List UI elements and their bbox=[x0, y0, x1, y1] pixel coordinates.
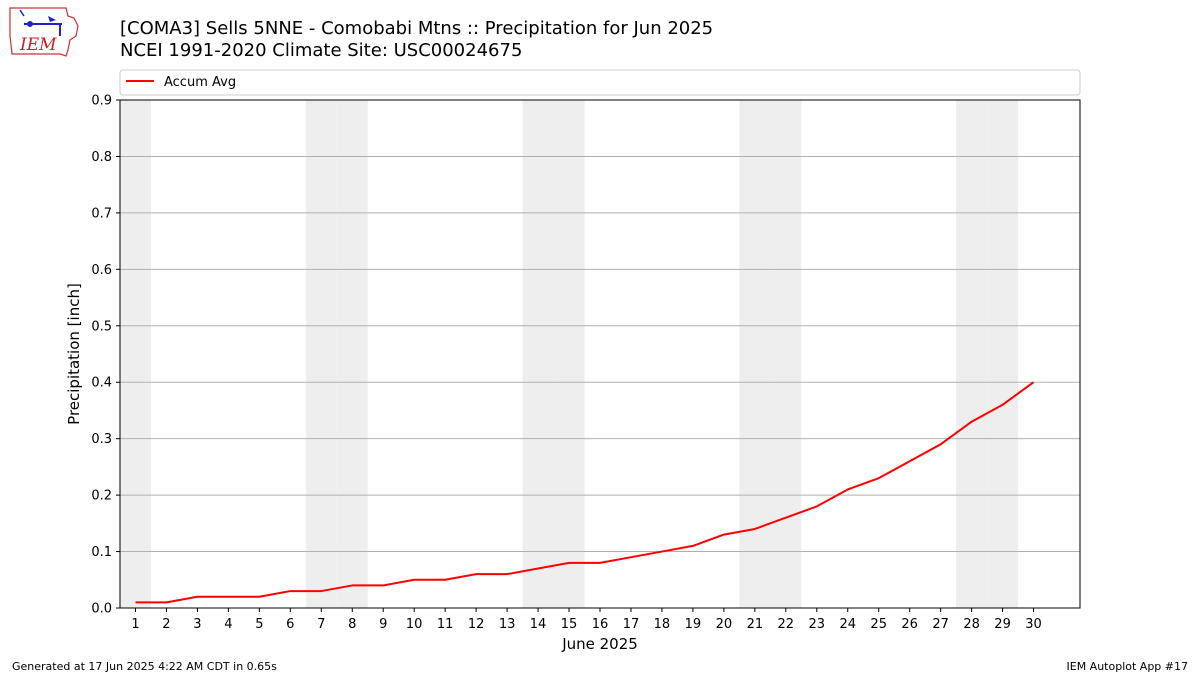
weekend-band-day-7 bbox=[305, 100, 337, 608]
x-tick-label-29: 29 bbox=[994, 617, 1011, 632]
x-tick-label-11: 11 bbox=[437, 617, 454, 632]
x-tick-label-21: 21 bbox=[747, 617, 764, 632]
chart-subtitle: NCEI 1991-2020 Climate Site: USC00024675 bbox=[120, 40, 523, 61]
x-tick-label-2: 2 bbox=[162, 617, 170, 632]
logo-text: IEM bbox=[19, 35, 57, 55]
x-tick-label-25: 25 bbox=[870, 617, 887, 632]
x-tick-label-1: 1 bbox=[131, 617, 139, 632]
y-tick-label-1: 0.1 bbox=[91, 545, 112, 560]
x-tick-label-3: 3 bbox=[193, 617, 201, 632]
y-tick-label-6: 0.6 bbox=[91, 263, 112, 278]
x-tick-label-12: 12 bbox=[468, 617, 485, 632]
weekend-band-day-29 bbox=[987, 100, 1019, 608]
y-tick-label-5: 0.5 bbox=[91, 319, 112, 334]
y-tick-label-4: 0.4 bbox=[91, 376, 112, 391]
iem-logo-icon: IEM bbox=[9, 7, 79, 57]
x-tick-label-7: 7 bbox=[317, 617, 325, 632]
weekend-bands bbox=[120, 100, 1019, 608]
weekend-band-day-14 bbox=[522, 100, 554, 608]
y-tick-label-7: 0.7 bbox=[91, 206, 112, 221]
x-tick-label-22: 22 bbox=[778, 617, 795, 632]
x-tick-label-30: 30 bbox=[1025, 617, 1042, 632]
x-tick-label-18: 18 bbox=[654, 617, 671, 632]
plot-frame bbox=[119, 99, 1081, 609]
x-tick-label-9: 9 bbox=[379, 617, 387, 632]
series-line-accum-avg bbox=[135, 381, 1035, 604]
x-tick-label-19: 19 bbox=[685, 617, 702, 632]
x-tick-label-4: 4 bbox=[224, 617, 232, 632]
y-tick-label-2: 0.2 bbox=[91, 489, 112, 504]
y-tick-label-9: 0.9 bbox=[91, 94, 112, 109]
x-tick-label-14: 14 bbox=[530, 617, 547, 632]
x-tick-label-26: 26 bbox=[901, 617, 918, 632]
x-tick-label-8: 8 bbox=[348, 617, 356, 632]
x-tick-label-27: 27 bbox=[932, 617, 949, 632]
x-tick-label-20: 20 bbox=[716, 617, 733, 632]
weekend-band-day-15 bbox=[553, 100, 585, 608]
x-tick-label-23: 23 bbox=[809, 617, 826, 632]
x-tick-label-24: 24 bbox=[839, 617, 856, 632]
x-axis-label: June 2025 bbox=[561, 635, 638, 653]
app-footer: IEM Autoplot App #17 bbox=[1066, 660, 1189, 673]
series-layer bbox=[135, 381, 1035, 604]
x-tick-label-13: 13 bbox=[499, 617, 516, 632]
weekend-band-day-21 bbox=[739, 100, 771, 608]
weekend-band-day-28 bbox=[956, 100, 988, 608]
x-axis: 1 2 3 4 5 6 7 8 9 10 11 12 13 14 15 16 17 18 19 20 21 22 23 24 2… bbox=[131, 608, 1042, 632]
y-tick-label-8: 0.8 bbox=[91, 150, 112, 165]
x-tick-label-16: 16 bbox=[592, 617, 609, 632]
x-tick-label-15: 15 bbox=[561, 617, 578, 632]
x-tick-label-5: 5 bbox=[255, 617, 263, 632]
generated-footer: Generated at 17 Jun 2025 4:22 AM CDT in … bbox=[12, 660, 277, 673]
legend-box bbox=[119, 69, 1081, 96]
y-axis: 0.0 0.1 0.2 0.3 0.4 0.5 0.6 0.7 0.8 0.9 bbox=[91, 94, 120, 617]
legend: Accum Avg bbox=[119, 69, 1081, 96]
chart-title: [COMA3] Sells 5NNE - Comobabi Mtns :: Pr… bbox=[120, 18, 714, 39]
legend-label-accum-avg: Accum Avg bbox=[164, 75, 236, 90]
weekend-band-day-8 bbox=[336, 100, 368, 608]
x-tick-label-6: 6 bbox=[286, 617, 294, 632]
y-tick-label-0: 0.0 bbox=[91, 602, 112, 617]
y-axis-label: Precipitation [inch] bbox=[65, 283, 83, 425]
y-tick-label-3: 0.3 bbox=[91, 432, 112, 447]
x-tick-label-28: 28 bbox=[963, 617, 980, 632]
weekend-band-day-1 bbox=[120, 100, 151, 608]
x-tick-label-17: 17 bbox=[623, 617, 640, 632]
weekend-band-day-22 bbox=[770, 100, 802, 608]
y-gridlines bbox=[120, 99, 1080, 609]
x-tick-label-10: 10 bbox=[406, 617, 423, 632]
